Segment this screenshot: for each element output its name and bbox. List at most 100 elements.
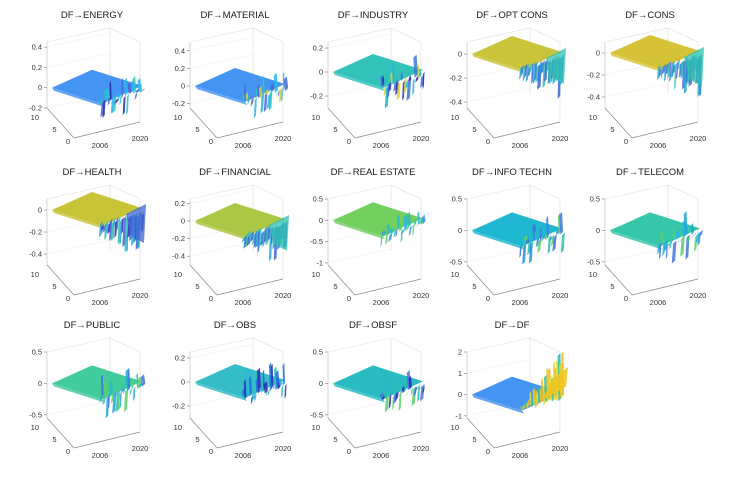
surface-facet <box>134 91 138 101</box>
surface-facet <box>413 385 417 397</box>
surface-facet <box>283 76 289 92</box>
surface-edge <box>610 53 662 72</box>
surface-tail <box>519 48 566 99</box>
surface-facet <box>381 229 386 236</box>
surface-facet <box>390 227 394 235</box>
surface-facet <box>258 85 263 99</box>
chart-panel: DF→FINANCIAL 0.2 0 -0.2 -0.4 10 5 0 2006 2020 <box>165 167 305 317</box>
z-tick-label: 0 <box>38 379 42 388</box>
surface-facet <box>247 97 251 105</box>
x-tick-label: 2006 <box>512 141 529 150</box>
z-tick-label: 0 <box>181 378 185 387</box>
chart-title: DF→OPT CONS <box>476 10 548 21</box>
surface-facet <box>98 221 103 238</box>
surface-tail <box>657 47 704 97</box>
chart-title: DF→FINANCIAL <box>199 167 271 178</box>
surface-facet <box>398 222 403 232</box>
surface-facet <box>397 380 400 394</box>
surface-plot: 0.5 0 -0.5 10 5 0 2006 2020 <box>587 184 706 307</box>
surface-plateau <box>610 35 700 69</box>
chart-panel: DF→INDUSTRY 0.2 0 -0.2 10 5 0 2006 2020 <box>303 10 443 160</box>
chart-panel: DF→ENERGY 0.4 0.2 0 -0.2 10 5 0 2006 2020 <box>22 10 162 160</box>
surface-plateau <box>52 192 142 226</box>
surface-facet <box>410 78 413 82</box>
surface-facet <box>402 80 405 101</box>
surface-facet <box>526 402 529 410</box>
surface-facet <box>253 97 257 119</box>
z-tick-label: -0.2 <box>310 92 323 101</box>
chart-title: DF→MATERIAL <box>200 10 270 21</box>
y-tick-label: 5 <box>472 125 476 134</box>
surface-plateau <box>333 365 423 400</box>
surface-facet <box>281 384 284 398</box>
surface-facet <box>670 238 674 244</box>
surface-tail <box>657 211 704 264</box>
surface-facet <box>680 235 685 257</box>
surface-facet <box>406 211 411 228</box>
axes-box: 0.5 0 -0.5 10 5 0 2006 2020 <box>449 184 569 307</box>
surface-facet <box>242 93 245 103</box>
chart-panel: DF→DF 2 1 0 -1 10 5 0 2006 2020 <box>442 320 582 470</box>
surface-facet <box>248 375 252 396</box>
y-tick-label: 0 <box>486 294 490 303</box>
surface-facet <box>661 63 667 75</box>
x-tick-label: 2020 <box>275 134 292 143</box>
surface-facet <box>672 63 676 75</box>
surface-plot: 0.5 0 -0.5 10 5 0 2006 2020 <box>449 184 569 307</box>
z-tick-label: -0.5 <box>449 257 462 266</box>
surface-edge <box>333 383 385 403</box>
x-tick-label: 2020 <box>132 444 149 453</box>
surface-facet <box>109 80 112 102</box>
x-tick-label: 2020 <box>413 291 430 300</box>
y-tick-label: 5 <box>472 435 476 444</box>
y-tick-label: 0 <box>624 137 628 146</box>
surface-facet <box>688 236 693 241</box>
x-tick-label: 2006 <box>92 298 109 307</box>
y-tick-label: 5 <box>333 125 337 134</box>
surface-facet <box>393 79 398 92</box>
surface-peak <box>542 366 568 401</box>
y-tick-label: 10 <box>31 270 39 279</box>
surface-facet <box>412 77 415 96</box>
x-tick-label: 2020 <box>552 291 569 300</box>
surface-facet <box>403 377 407 392</box>
surface-edge <box>610 230 662 250</box>
x-tick-label: 2006 <box>512 451 529 460</box>
surface-facet <box>698 229 704 238</box>
surface-tail <box>380 54 425 109</box>
x-tick-label: 2006 <box>373 451 390 460</box>
surface-facet <box>539 59 542 77</box>
x-tick-label: 2020 <box>132 134 149 143</box>
surface-facet <box>256 367 262 394</box>
surface-facet <box>519 66 523 80</box>
z-tick-label: -0.4 <box>29 250 42 259</box>
surface-facet <box>674 63 677 91</box>
chart-title: DF→INDUSTRY <box>337 10 409 21</box>
surface-facet <box>392 63 395 85</box>
surface-facet <box>98 98 104 105</box>
z-tick-label: -0.2 <box>587 71 600 80</box>
surface-facet <box>669 60 672 83</box>
surface-facet <box>119 219 122 246</box>
surface-plot: 0.2 0 -0.2 10 5 0 2006 2020 <box>310 27 429 150</box>
y-tick-label: 5 <box>333 435 337 444</box>
surface-facet <box>284 383 287 399</box>
surface-facet <box>413 54 418 78</box>
surface-facet <box>665 242 668 260</box>
y-tick-label: 10 <box>312 113 320 122</box>
surface-facet <box>112 217 116 229</box>
surface-facet <box>537 238 542 254</box>
surface-facet <box>660 65 663 80</box>
axes-box: 0 -0.2 -0.4 10 5 0 2006 2020 <box>449 27 568 150</box>
surface-facet <box>386 392 390 397</box>
x-tick-label: 2006 <box>92 141 109 150</box>
surface-facet <box>384 394 390 413</box>
z-tick-label: 0.4 <box>32 43 42 52</box>
chart-title: DF→PUBLIC <box>63 320 121 331</box>
surface-facet <box>534 230 537 241</box>
surface-facet <box>273 72 278 94</box>
surface-plot: 0.4 0.2 0 -0.2 10 5 0 2006 2020 <box>172 27 292 150</box>
z-tick-label: -0.5 <box>587 257 600 266</box>
x-tick-label: 2006 <box>373 141 390 150</box>
